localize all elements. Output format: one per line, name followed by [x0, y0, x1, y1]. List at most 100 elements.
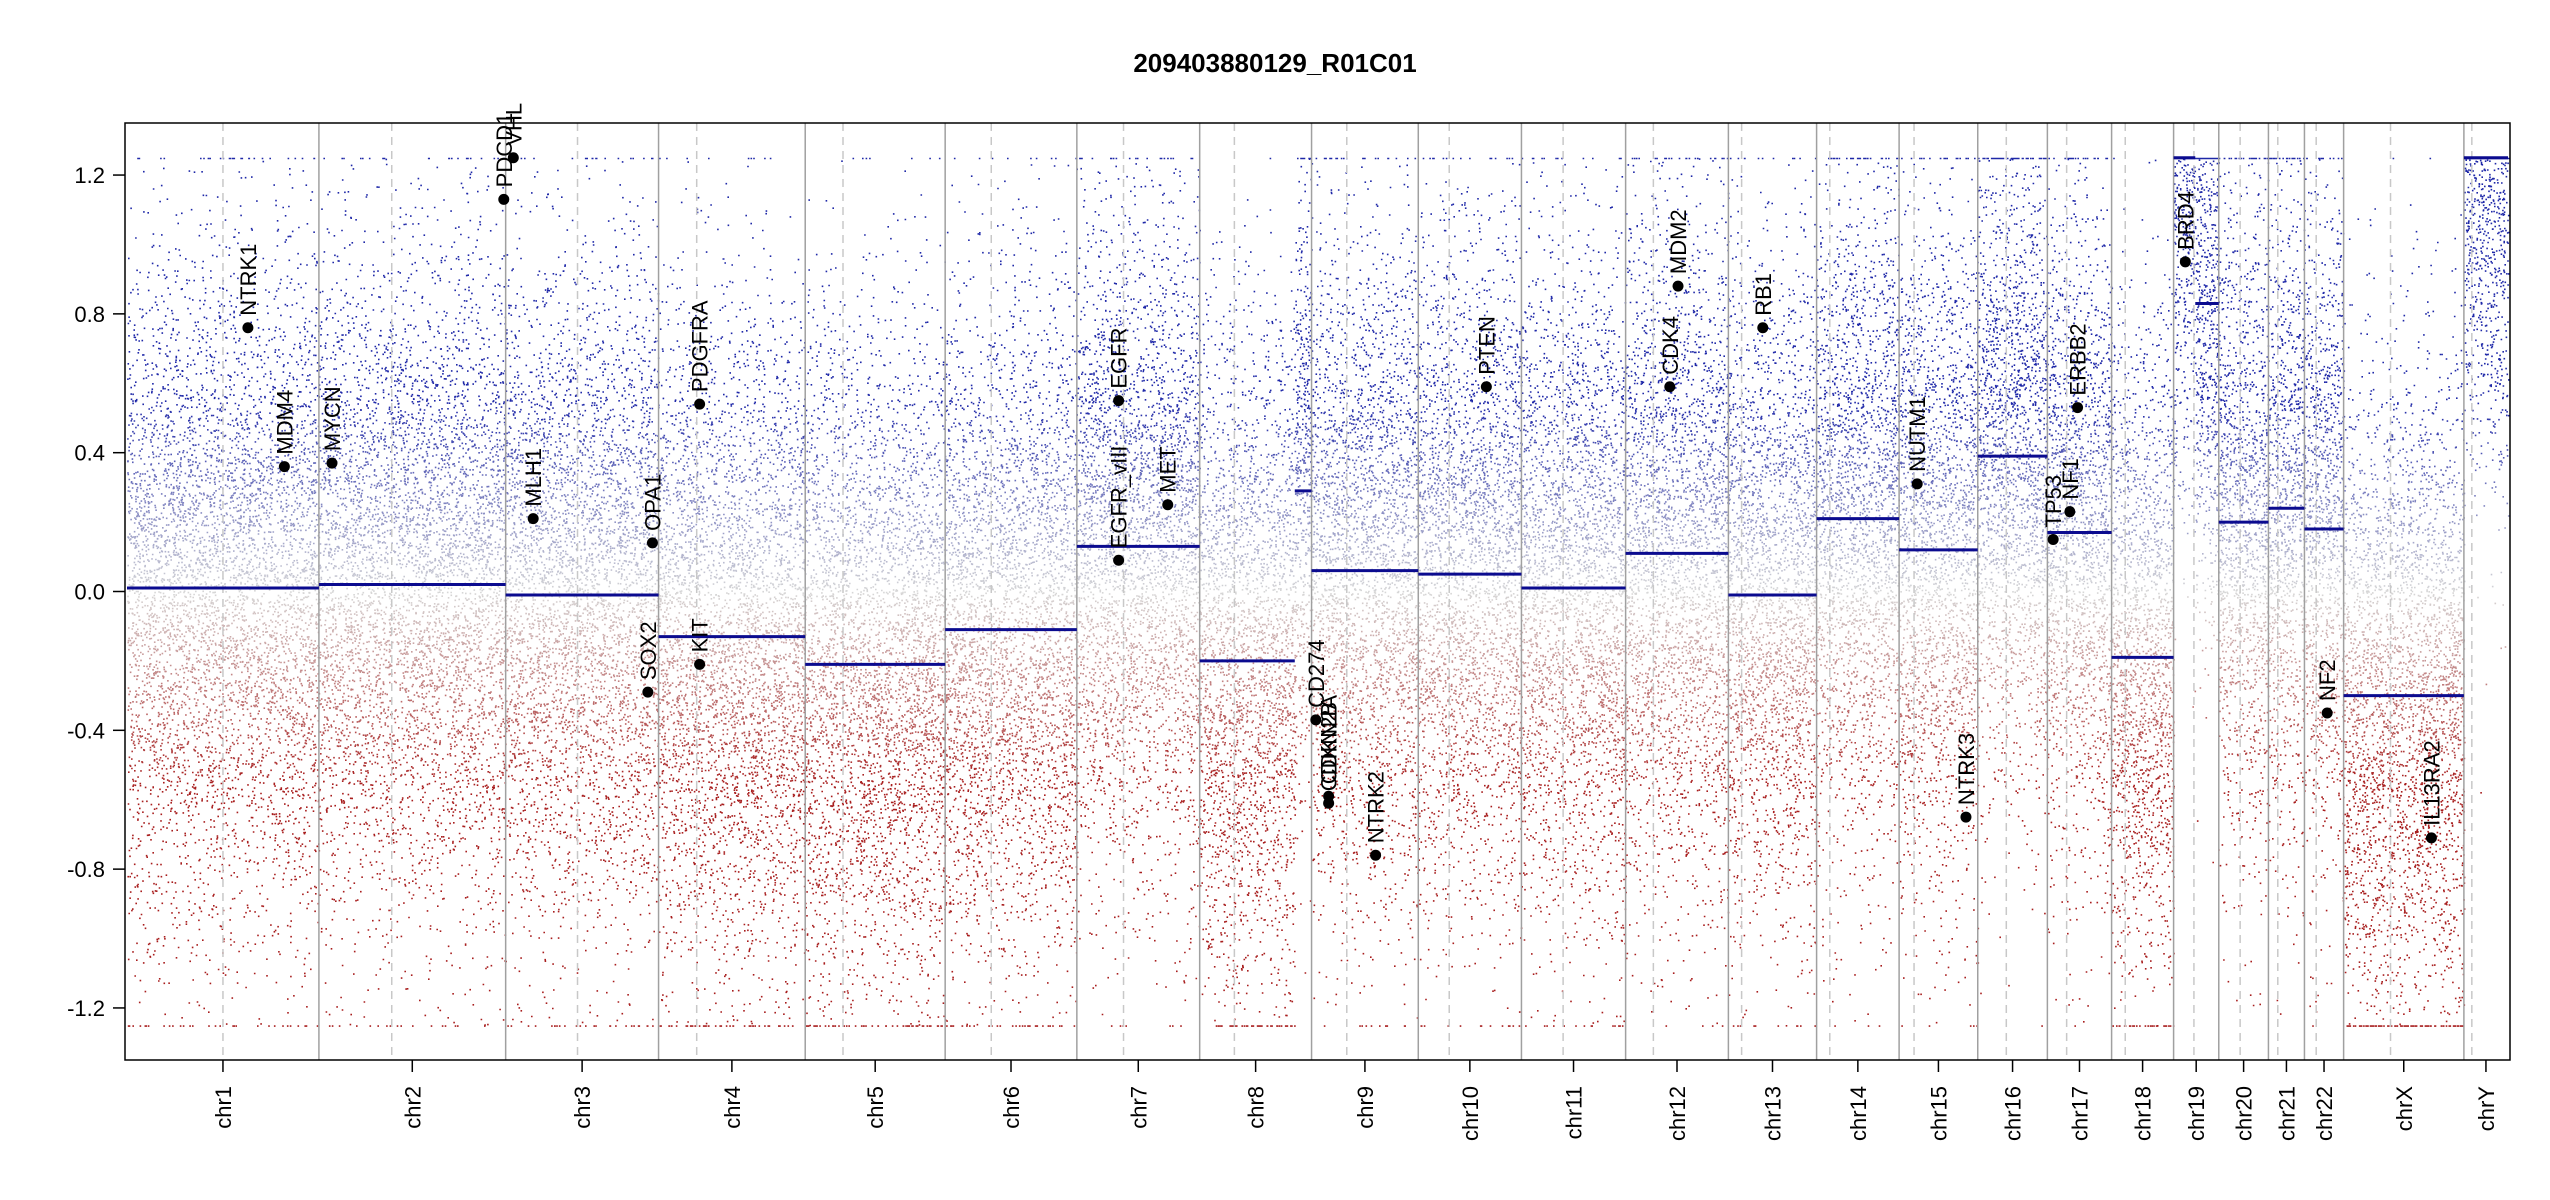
- probe-point-group: [146, 553, 2417, 556]
- probe-point-group: [195, 562, 2441, 565]
- probe-point-group: [128, 505, 2465, 509]
- probe-point-group: [155, 581, 2447, 584]
- gene-point: [646, 537, 658, 549]
- gene-point: [2072, 402, 2084, 414]
- probe-point-group: [182, 439, 2429, 441]
- probe-point-group: [169, 601, 2461, 604]
- probe-point-group: [142, 652, 2454, 656]
- probe-point-group: [229, 424, 2413, 426]
- x-tick-label: chr10: [1458, 1086, 1483, 1141]
- probe-point-group: [128, 693, 2460, 696]
- probe-point-group: [150, 440, 2389, 444]
- probe-point-group: [170, 703, 2462, 707]
- chromosome-boundaries: [222, 123, 2473, 1060]
- probe-point-group: [130, 642, 2460, 646]
- probe-point-group: [321, 588, 2273, 591]
- probe-point-group: [215, 662, 2461, 665]
- gene-point: [2047, 533, 2059, 545]
- gene-label: OPA1: [640, 474, 665, 531]
- x-tick-label: chr5: [863, 1086, 888, 1129]
- probe-point-group: [190, 559, 2453, 562]
- x-tick-label: chr4: [720, 1086, 745, 1129]
- gene-point: [642, 686, 654, 698]
- probe-point-group: [139, 581, 2408, 583]
- probe-point-group: [140, 524, 2395, 528]
- probe-point-group: [156, 547, 2433, 550]
- probe-point-group: [145, 676, 2445, 680]
- probe-point-group: [224, 656, 2427, 659]
- gene-label: CDKN2B: [1317, 702, 1342, 791]
- probe-point-group: [148, 675, 2465, 679]
- probe-point-group: [137, 737, 2433, 741]
- gene-label: EGFR_vIII: [1107, 446, 1132, 549]
- probe-point-group: [934, 401, 937, 403]
- probe-point-group: [194, 494, 2476, 497]
- probe-point-group: [131, 452, 2483, 455]
- probe-point-group: [138, 438, 2441, 441]
- probe-point-group: [196, 544, 2444, 546]
- x-tick-label: chr2: [400, 1086, 425, 1129]
- probe-point-group: [158, 772, 2457, 776]
- probe-point-group: [152, 433, 2394, 436]
- probe-point-group: [180, 456, 2505, 459]
- probe-point-group: [134, 483, 2333, 485]
- x-axis: chr1 chr2 chr3 chr4 chr5 chr6 chr7 chr8 chr9 chr1…: [211, 1060, 2499, 1141]
- probe-point-group: [134, 537, 2314, 540]
- probe-point-group: [128, 414, 2510, 417]
- x-tick-label: chr8: [1244, 1086, 1269, 1129]
- gene-label: KIT: [688, 618, 713, 652]
- gene-point: [498, 193, 510, 205]
- gene-label: SOX2: [636, 621, 661, 680]
- probe-point-group: [131, 536, 2403, 539]
- gene-label: NTRK1: [236, 244, 261, 316]
- gene-point: [1310, 714, 1322, 726]
- probe-point-group: [151, 615, 2433, 619]
- probe-point-group: [153, 535, 2447, 537]
- probe-point-group: [180, 499, 2445, 502]
- probe-point-group: [278, 405, 2141, 408]
- probe-point-group: [140, 699, 2446, 702]
- gene-label: RB1: [1751, 273, 1776, 316]
- probe-point-group: [246, 503, 2243, 506]
- probe-point-group: [136, 572, 2423, 575]
- probe-point-group: [274, 638, 2389, 640]
- probe-point-group: [148, 475, 2338, 478]
- probe-point-group: [162, 610, 2452, 614]
- probe-point-group: [140, 413, 2376, 416]
- probe-point-group: [168, 646, 2502, 650]
- probe-point-group: [167, 414, 2070, 417]
- gene-label: PDCD1: [492, 113, 517, 188]
- probe-point-group: [157, 724, 2460, 727]
- probe-point-group: [151, 406, 2339, 409]
- probe-point-group: [151, 603, 2504, 606]
- probe-point-group: [131, 507, 2449, 510]
- probe-point-group: [132, 430, 2407, 433]
- probe-point-group: [136, 634, 2460, 637]
- probe-point-group: [127, 641, 2465, 644]
- probe-point-group: [151, 444, 2508, 448]
- x-tick-label: chrX: [2392, 1086, 2417, 1132]
- x-tick-label: chr18: [2131, 1086, 2156, 1141]
- probe-point-group: [143, 497, 2353, 500]
- probe-point-group: [135, 495, 2504, 498]
- probe-point-group: [277, 621, 2288, 624]
- probe-point-group: [144, 523, 2412, 526]
- probe-point-group: [170, 747, 2443, 751]
- probe-point-group: [139, 561, 2397, 564]
- probe-point-group: [140, 650, 2459, 654]
- probe-point-group: [136, 660, 2459, 663]
- probe-point-group: [130, 535, 2452, 538]
- probe-point-group: [135, 623, 2438, 626]
- probe-point-group: [149, 718, 2460, 721]
- probe-point-group: [151, 766, 2419, 769]
- probe-point-group: [192, 443, 2426, 447]
- probe-point-group: [153, 699, 2452, 701]
- probe-point-group: [137, 694, 2455, 697]
- probe-point-group: [555, 465, 2424, 468]
- probe-point-group: [142, 418, 2459, 422]
- probe-point-group: [174, 512, 2104, 514]
- probe-point-group: [134, 516, 2465, 519]
- probe-point-group: [145, 597, 2440, 600]
- probe-point-group: [774, 565, 2051, 567]
- probe-point-group: [470, 527, 472, 530]
